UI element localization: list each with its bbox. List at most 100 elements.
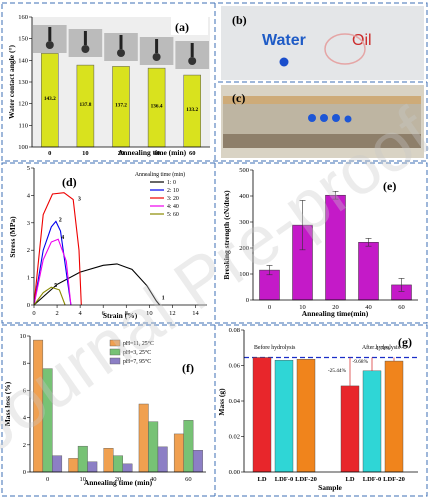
chart-d-ytick-label: 5: [27, 165, 30, 172]
chart-e-ytick-label: 200: [239, 245, 249, 252]
chart-f-ytick-label: 4: [23, 415, 27, 422]
needle-icon: [155, 39, 159, 53]
chart-f-ylabel: Mass loss (%): [3, 381, 12, 426]
chart-f-legend: pH=11, 25°C pH=3, 25°C pH=7, 95°C: [109, 339, 154, 365]
chart-f-ytick-label: 6: [23, 387, 27, 394]
chart-g-ytick-label: 0.02: [229, 434, 240, 441]
chart-e-ytick-label: 100: [239, 271, 249, 278]
droplet-2: [320, 114, 328, 122]
chart-d-xtick-label: 8: [125, 310, 128, 317]
photo-b: Water Oil (b): [221, 6, 424, 80]
chart-a-value-label: 137.2: [115, 103, 127, 109]
chart-f-axes: [29, 336, 206, 473]
chart-e-ytick-label: 500: [239, 167, 249, 174]
chart-f-bar: [122, 463, 133, 473]
chart-f-bar: [173, 433, 184, 473]
chart-f-bar: [183, 420, 194, 473]
chart-g-xtick-label: LDF-20: [295, 476, 317, 483]
chart-f-bar: [103, 448, 114, 473]
chart-a-axes: [31, 17, 210, 148]
chart-f-legend-swatch: [109, 357, 121, 365]
chart-g-bar: [384, 360, 404, 473]
droplet-icon: [117, 49, 125, 57]
chart-e-ytick-label: 0: [246, 297, 249, 304]
photo-b-background: [221, 6, 424, 80]
chart-a-photo-strips: [33, 25, 209, 69]
oil-spread: [324, 33, 366, 65]
chart-f-xtick-label: 0: [46, 476, 49, 483]
chart-a-ylabel: Water contact angle (°): [7, 45, 16, 119]
panel-b-label: (b): [232, 13, 247, 27]
chart-a-value-label: 133.2: [186, 107, 198, 113]
chart-d-xlabel: Strain (%): [103, 311, 138, 320]
chart-e-xlabel: Annealing time(min): [302, 309, 369, 318]
chart-a-ytick-label: 110: [18, 122, 28, 129]
chart-d-series-line: [33, 286, 66, 306]
chart-f-bar: [148, 421, 159, 473]
photo-c: (c): [221, 85, 424, 158]
chart-f-xtick-label: 10: [80, 476, 87, 483]
chart-d-legend-label: 2: 10: [167, 188, 179, 194]
chart-e: 0 100 200 300 400 500 0 10 20 40 60 Annealing time…: [222, 167, 418, 318]
panel-a-label: (a): [175, 20, 189, 34]
chart-f-legend-swatch: [109, 348, 121, 356]
droplet-icon: [45, 41, 54, 49]
chart-f-ytick-label: 2: [23, 442, 26, 449]
chart-e-xtick-label: 20: [332, 304, 339, 311]
chart-f-ytick-label: 0: [23, 469, 26, 476]
droplet-icon: [188, 57, 197, 65]
chart-g-xtick-label: LD: [257, 476, 266, 483]
chart-a-ytick-label: 120: [18, 101, 28, 108]
chart-f-xtick-label: 60: [185, 476, 192, 483]
chart-d-legend-label: 4: 40: [167, 204, 179, 210]
chart-d-ytick-label: 4: [27, 192, 31, 199]
chart-a-ytick-label: 100: [18, 144, 28, 151]
water-label: Water: [262, 32, 306, 49]
chart-d-ytick-label: 0: [27, 302, 30, 309]
chart-g-xtick-label: LD: [345, 476, 354, 483]
chart-f-legend-swatch: [109, 339, 121, 347]
chart-f-xlabel: Annealing time (min): [84, 478, 153, 487]
chart-f-bar: [87, 461, 98, 473]
droplet-icon: [81, 45, 90, 53]
chart-e-xtick-label: 40: [365, 304, 372, 311]
chart-d-xtick-label: 4: [79, 310, 83, 317]
chart-d-curve-number: 2: [59, 217, 62, 223]
chart-f-bar: [157, 446, 168, 473]
chart-e-xtick-label: 60: [398, 304, 405, 311]
chart-e-bar: [358, 242, 379, 301]
chart-f-xtick-label: 20: [115, 476, 122, 483]
chart-d-series-line: [33, 263, 161, 306]
chart-d-curve-number: 3: [78, 197, 81, 203]
chart-d-series-line: [33, 238, 72, 306]
panel-e-label: (e): [383, 179, 396, 193]
chart-a-ytick-label: 150: [18, 36, 28, 43]
chart-f-legend-label: pH=11, 25°C: [123, 340, 154, 347]
chart-d-curve-number: 4: [61, 235, 64, 241]
chart-d-legend-label: 5: 60: [167, 212, 179, 218]
chart-f-bar: [138, 403, 149, 473]
water-droplet: [279, 57, 289, 67]
chart-f-legend-label: pH=7, 95°C: [123, 358, 151, 365]
chart-a-xtick-label: 0: [48, 150, 51, 157]
chart-a-xtick-label: 40: [153, 150, 160, 157]
chart-a-ytick-label: 160: [18, 14, 28, 21]
chart-g-axes: [243, 330, 418, 473]
chart-f-ytick-label: 10: [20, 333, 27, 340]
chart-f-bar: [113, 455, 123, 473]
chart-g-drop-label: -1.74%: [375, 346, 391, 352]
chart-d-series-line: [33, 220, 72, 306]
chart-d-axes: [33, 168, 207, 306]
chart-a-ytick-label: 130: [18, 79, 28, 86]
droplet-3: [332, 114, 340, 122]
panel-a-label-bg: [171, 17, 208, 35]
chart-g-xtick-label: LDF-0: [275, 476, 293, 483]
chart-d-legend-label: 3: 20: [167, 196, 179, 202]
chart-d-xtick-label: 14: [192, 310, 199, 317]
container-bottom: [223, 134, 421, 148]
chart-g-xtick-label: LDF-20: [383, 476, 405, 483]
chart-a-value-label: 136.4: [151, 104, 163, 110]
chart-e-ylabel: Breaking strength (cN/dtex): [222, 190, 231, 280]
